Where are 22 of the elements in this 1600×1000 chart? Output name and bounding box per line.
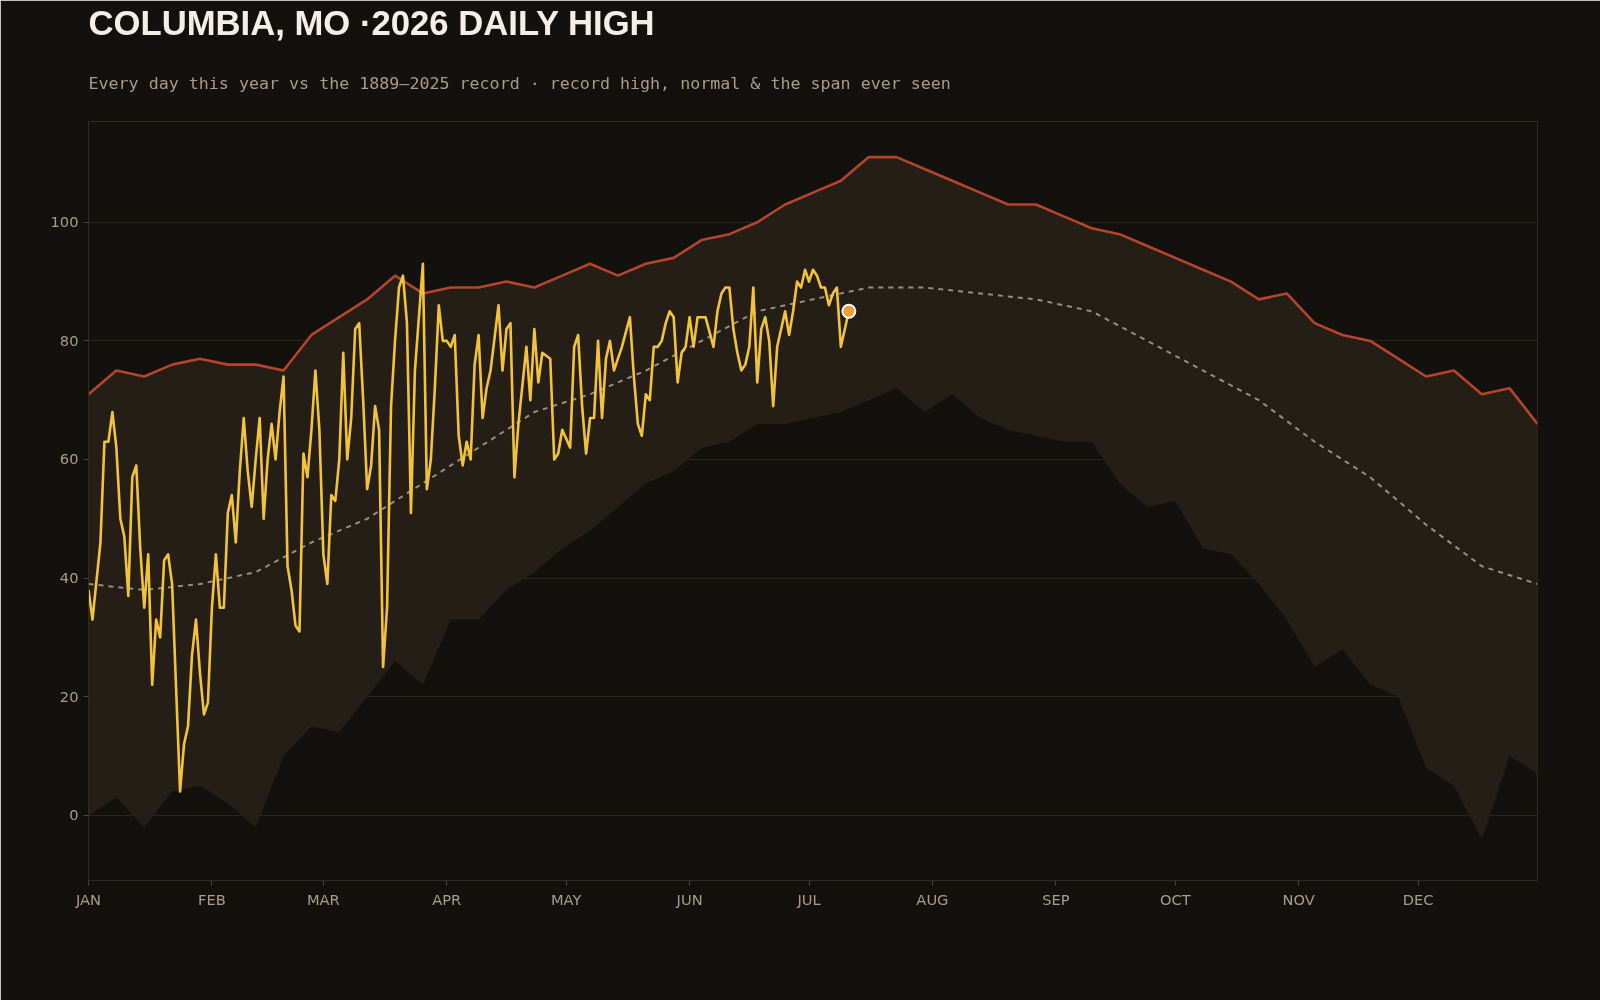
y-tick-label: 60 xyxy=(59,450,79,468)
x-tick-label: APR xyxy=(432,890,462,908)
x-tick-label: OCT xyxy=(1159,890,1191,908)
x-tick-label: MAR xyxy=(306,890,340,908)
line-series xyxy=(88,286,1538,591)
x-tick-label: JAN xyxy=(74,890,102,908)
x-tick-label: FEB xyxy=(198,890,226,908)
x-tick-label: AUG xyxy=(916,890,949,908)
y-tick-label: 40 xyxy=(59,569,79,587)
x-tick-label: DEC xyxy=(1402,890,1434,908)
x-tick-label: SEP xyxy=(1042,890,1070,908)
x-tick-label: MAY xyxy=(550,890,582,908)
x-tick-label: JUL xyxy=(796,890,822,908)
y-tick-label: 80 xyxy=(59,331,79,349)
chart-title: COLUMBIA, MO ·2026 DAILY HIGH xyxy=(88,3,655,42)
chart-subtitle: Every day this year vs the 1889–2025 record · record high, normal & the span ever seen xyxy=(88,73,951,93)
y-tick-label: 100 xyxy=(50,213,79,231)
x-tick-label: NOV xyxy=(1282,890,1315,908)
line-series xyxy=(88,155,1538,426)
y-tick-label: 20 xyxy=(59,687,79,705)
y-tick-label: 0 xyxy=(69,806,79,824)
x-tick-label: JUN xyxy=(675,890,703,908)
